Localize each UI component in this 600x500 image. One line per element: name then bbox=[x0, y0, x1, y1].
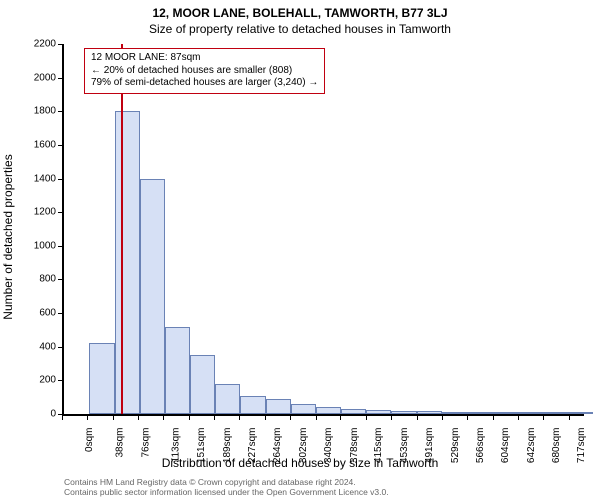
histogram-bar bbox=[341, 409, 366, 414]
x-tick-label: 491sqm bbox=[425, 428, 436, 464]
x-tick-mark bbox=[214, 414, 215, 420]
info-line-1: 12 MOOR LANE: 87sqm bbox=[91, 52, 318, 65]
histogram-bar bbox=[240, 396, 265, 415]
y-tick-label: 2200 bbox=[6, 39, 56, 50]
y-tick-mark bbox=[58, 111, 64, 112]
x-tick-mark bbox=[316, 414, 317, 420]
x-tick-mark bbox=[417, 414, 418, 420]
footer-line-2: Contains public sector information licen… bbox=[64, 488, 389, 498]
x-tick-mark bbox=[239, 414, 240, 420]
histogram-bar bbox=[140, 179, 165, 414]
x-tick-label: 566sqm bbox=[475, 428, 486, 464]
x-tick-label: 264sqm bbox=[272, 428, 283, 464]
x-tick-label: 453sqm bbox=[399, 428, 410, 464]
histogram-bar bbox=[442, 412, 467, 414]
y-tick-mark bbox=[58, 145, 64, 146]
x-tick-label: 642sqm bbox=[526, 428, 537, 464]
y-tick-mark bbox=[58, 313, 64, 314]
histogram-bar bbox=[366, 410, 391, 414]
histogram-bar bbox=[89, 343, 114, 414]
x-tick-mark bbox=[265, 414, 266, 420]
x-tick-label: 151sqm bbox=[196, 428, 207, 464]
x-tick-label: 189sqm bbox=[222, 428, 233, 464]
x-tick-label: 76sqm bbox=[141, 428, 152, 458]
x-tick-mark bbox=[163, 414, 164, 420]
histogram-bar bbox=[291, 404, 316, 414]
histogram-bar bbox=[115, 111, 140, 414]
x-tick-mark bbox=[113, 414, 114, 420]
x-tick-label: 415sqm bbox=[374, 428, 385, 464]
y-tick-label: 1600 bbox=[6, 139, 56, 150]
y-tick-mark bbox=[58, 347, 64, 348]
x-tick-label: 38sqm bbox=[115, 428, 126, 458]
y-tick-mark bbox=[58, 78, 64, 79]
y-tick-label: 600 bbox=[6, 308, 56, 319]
chart-title-sub: Size of property relative to detached ho… bbox=[0, 22, 600, 36]
histogram-bar bbox=[417, 411, 442, 414]
histogram-bar bbox=[517, 412, 542, 414]
footer-attribution: Contains HM Land Registry data © Crown c… bbox=[64, 478, 389, 498]
x-tick-label: 113sqm bbox=[170, 428, 181, 463]
y-tick-mark bbox=[58, 44, 64, 45]
x-tick-label: 302sqm bbox=[298, 428, 309, 464]
y-tick-label: 200 bbox=[6, 375, 56, 386]
y-tick-mark bbox=[58, 380, 64, 381]
info-box: 12 MOOR LANE: 87sqm ← 20% of detached ho… bbox=[84, 48, 325, 94]
x-tick-label: 680sqm bbox=[551, 428, 562, 464]
histogram-bar bbox=[467, 412, 492, 414]
histogram-bar bbox=[542, 412, 567, 414]
y-tick-label: 2000 bbox=[6, 72, 56, 83]
x-tick-mark bbox=[518, 414, 519, 420]
y-tick-mark bbox=[58, 179, 64, 180]
y-tick-label: 800 bbox=[6, 274, 56, 285]
x-tick-mark bbox=[442, 414, 443, 420]
x-tick-label: 717sqm bbox=[576, 428, 587, 464]
info-line-2: ← 20% of detached houses are smaller (80… bbox=[91, 65, 318, 78]
y-tick-mark bbox=[58, 212, 64, 213]
y-tick-mark bbox=[58, 279, 64, 280]
info-line-3: 79% of semi-detached houses are larger (… bbox=[91, 77, 318, 90]
x-tick-mark bbox=[493, 414, 494, 420]
y-tick-mark bbox=[58, 414, 64, 415]
x-tick-mark bbox=[366, 414, 367, 420]
x-tick-label: 604sqm bbox=[500, 428, 511, 464]
y-tick-label: 1000 bbox=[6, 240, 56, 251]
x-tick-mark bbox=[391, 414, 392, 420]
chart-title-main: 12, MOOR LANE, BOLEHALL, TAMWORTH, B77 3… bbox=[0, 6, 600, 20]
x-tick-mark bbox=[467, 414, 468, 420]
histogram-bar bbox=[165, 327, 190, 414]
property-marker-line bbox=[121, 44, 123, 414]
x-tick-label: 227sqm bbox=[247, 428, 258, 464]
histogram-bar bbox=[190, 355, 215, 414]
x-tick-label: 340sqm bbox=[323, 428, 334, 464]
x-tick-mark bbox=[340, 414, 341, 420]
x-tick-label: 0sqm bbox=[84, 428, 95, 452]
histogram-bar bbox=[266, 399, 291, 414]
x-tick-mark bbox=[189, 414, 190, 420]
x-tick-mark bbox=[290, 414, 291, 420]
x-tick-mark bbox=[87, 414, 88, 420]
plot-area: 12 MOOR LANE: 87sqm ← 20% of detached ho… bbox=[62, 44, 584, 416]
histogram-bar bbox=[568, 412, 593, 414]
x-tick-label: 529sqm bbox=[450, 428, 461, 464]
histogram-bar bbox=[391, 411, 416, 414]
x-tick-mark bbox=[543, 414, 544, 420]
histogram-bar bbox=[316, 407, 341, 414]
x-tick-label: 378sqm bbox=[349, 428, 360, 464]
x-tick-mark bbox=[62, 414, 63, 420]
x-tick-mark bbox=[138, 414, 139, 420]
histogram-bar bbox=[492, 412, 517, 414]
y-tick-label: 400 bbox=[6, 341, 56, 352]
y-tick-label: 1800 bbox=[6, 106, 56, 117]
y-tick-label: 1400 bbox=[6, 173, 56, 184]
y-tick-mark bbox=[58, 246, 64, 247]
x-tick-mark bbox=[569, 414, 570, 420]
histogram-bar bbox=[215, 384, 240, 414]
y-tick-label: 0 bbox=[6, 409, 56, 420]
y-tick-label: 1200 bbox=[6, 207, 56, 218]
